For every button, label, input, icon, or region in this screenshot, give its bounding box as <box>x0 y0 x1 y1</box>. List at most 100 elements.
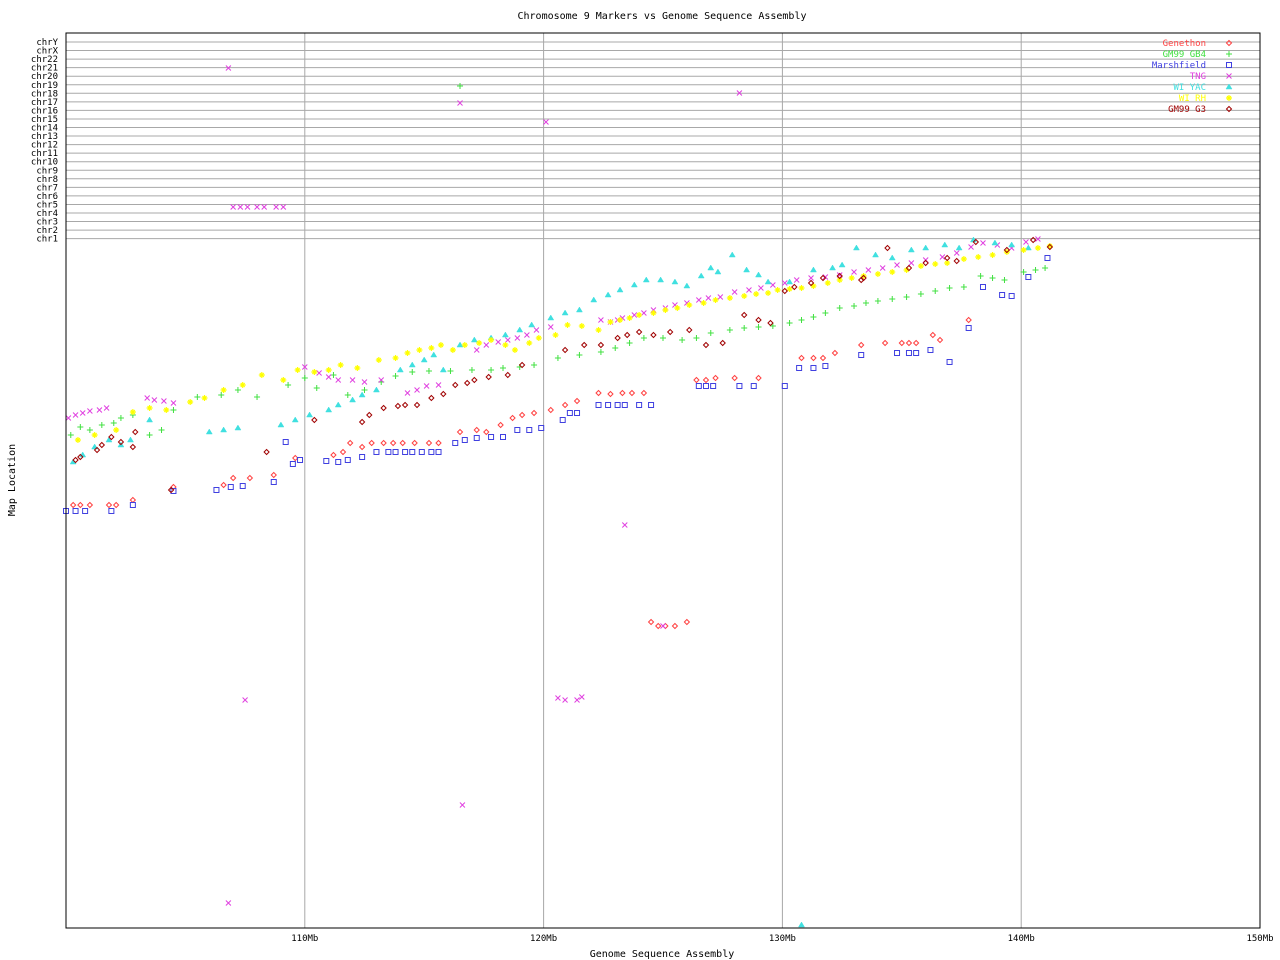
data-point <box>836 277 843 283</box>
data-point <box>485 373 492 381</box>
x-tick-label: 150Mb <box>1246 934 1273 944</box>
data-point <box>707 264 715 271</box>
series-5 <box>74 243 1053 443</box>
data-point <box>693 376 700 384</box>
data-point <box>943 254 951 262</box>
data-point <box>626 315 633 321</box>
data-point <box>170 407 177 413</box>
data-point <box>607 319 614 325</box>
data-point <box>912 339 920 347</box>
data-point <box>146 405 153 411</box>
data-point <box>291 416 299 423</box>
legend-entry-label: Genethon <box>1163 39 1206 49</box>
data-point <box>452 440 459 446</box>
data-point <box>161 398 167 404</box>
chr-label-chrY: chrY <box>36 38 58 48</box>
data-point <box>671 622 679 630</box>
data-point <box>239 483 246 489</box>
data-point <box>514 335 521 341</box>
data-point <box>955 244 963 251</box>
data-point <box>1023 239 1029 245</box>
chr-label-chr10: chr10 <box>31 158 58 168</box>
data-point <box>695 383 702 389</box>
data-point <box>755 374 762 382</box>
series-1 <box>67 83 1049 438</box>
data-point <box>389 439 397 447</box>
data-point <box>273 204 279 210</box>
data-point <box>932 288 939 294</box>
chr-label-chr17: chr17 <box>31 98 58 108</box>
data-point <box>822 363 829 369</box>
data-point <box>411 439 418 447</box>
chr-label-chr18: chr18 <box>31 89 58 99</box>
data-point <box>1024 244 1032 251</box>
data-point <box>786 278 794 285</box>
data-point <box>518 361 526 369</box>
data-point <box>414 387 420 393</box>
data-point <box>418 449 425 455</box>
chr-label-chr22: chr22 <box>31 55 58 65</box>
data-point <box>1034 245 1041 251</box>
data-point <box>473 426 480 434</box>
data-point <box>905 350 912 356</box>
plot-frame <box>65 32 1261 929</box>
data-point <box>598 317 604 323</box>
data-point <box>635 328 643 336</box>
data-point <box>79 410 86 416</box>
data-point <box>82 508 89 514</box>
data-point <box>495 339 502 345</box>
data-point <box>960 284 967 290</box>
data-point <box>408 361 416 368</box>
data-point <box>1042 265 1049 271</box>
data-point <box>798 285 805 291</box>
data-point <box>922 259 929 267</box>
data-point <box>108 508 115 514</box>
data-point <box>1003 246 1011 254</box>
data-point <box>435 439 442 447</box>
data-point <box>889 296 896 302</box>
data-point <box>483 342 490 348</box>
data-point <box>575 306 583 313</box>
data-point <box>504 337 511 343</box>
data-point <box>447 368 454 374</box>
data-point <box>741 325 748 331</box>
data-point <box>731 289 738 295</box>
data-point <box>636 402 643 408</box>
data-point <box>755 271 762 278</box>
x-axis-label: Genome Sequence Assembly <box>590 949 735 960</box>
data-point <box>301 364 308 370</box>
data-point <box>979 284 986 290</box>
data-point <box>187 399 194 405</box>
data-point <box>543 119 549 125</box>
legend-marker <box>1226 73 1232 79</box>
data-point <box>626 340 633 346</box>
data-point <box>246 474 254 482</box>
data-point <box>77 501 84 509</box>
data-point <box>285 382 292 388</box>
data-point <box>205 428 213 435</box>
data-point <box>167 486 175 494</box>
data-point <box>524 332 530 338</box>
data-point <box>449 347 456 353</box>
data-point <box>917 291 924 297</box>
data-point <box>679 337 686 343</box>
data-point <box>798 317 805 323</box>
data-point <box>824 280 831 286</box>
data-point <box>129 502 136 508</box>
data-point <box>989 275 996 281</box>
data-point <box>452 381 459 389</box>
data-point <box>237 204 244 210</box>
data-point <box>746 287 752 293</box>
data-point <box>936 336 944 344</box>
data-point <box>619 389 626 397</box>
legend-entry-label: WI RH <box>1179 94 1206 104</box>
data-point <box>77 453 84 461</box>
data-point <box>151 397 158 403</box>
data-point <box>425 439 433 447</box>
data-point <box>404 350 411 356</box>
data-point <box>647 618 655 626</box>
data-point <box>69 501 77 509</box>
data-point <box>473 347 480 353</box>
data-point <box>574 410 581 416</box>
